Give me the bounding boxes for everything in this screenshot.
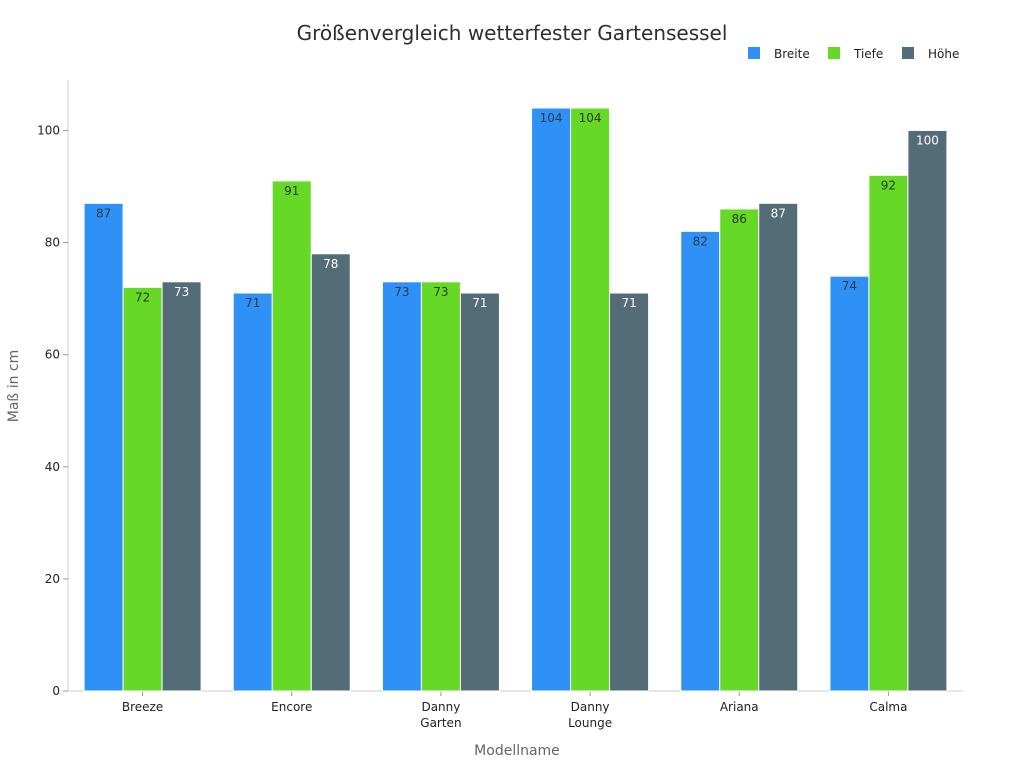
bar-höhe: [609, 292, 650, 692]
bar-tiefe: [570, 107, 611, 692]
bar-breite: [531, 107, 572, 692]
y-tick-label: 60: [45, 348, 60, 362]
y-tick-label: 80: [45, 236, 60, 250]
bars: 87 71 73 104 82 74 72 91 73 104 86 92 73 78 71 71 87 100: [83, 107, 948, 692]
data-label: 86: [732, 212, 747, 226]
x-tick-label: Ariana: [720, 700, 759, 714]
data-label: 73: [174, 285, 189, 299]
data-label: 78: [323, 257, 338, 271]
bar-tiefe: [868, 174, 909, 692]
data-label: 91: [284, 184, 299, 198]
bar-breite: [83, 202, 124, 692]
legend-label: Tiefe: [853, 47, 883, 61]
bar-tiefe: [719, 208, 760, 692]
bar-tiefe: [122, 286, 163, 692]
y-tick-label: 100: [37, 123, 60, 137]
data-label: 87: [96, 206, 111, 220]
bar-höhe: [459, 292, 500, 692]
bar-breite: [381, 281, 422, 692]
x-tick-label: Danny Garten: [420, 700, 461, 730]
bar-höhe: [758, 202, 799, 692]
x-tick-label: Breeze: [122, 700, 163, 714]
data-label: 74: [842, 279, 857, 293]
x-tick-label: Encore: [271, 700, 312, 714]
bar-breite: [829, 275, 870, 692]
bar-tiefe: [271, 180, 312, 692]
legend-swatch: [748, 47, 760, 59]
y-tick-label: 20: [45, 572, 60, 586]
legend-label: Breite: [774, 47, 810, 61]
legend: Breite Tiefe Höhe: [748, 47, 959, 61]
x-tick-label: Calma: [869, 700, 907, 714]
axes: 0 20 40 60 80 100 Breeze Encore Danny Garten Danny…: [37, 80, 963, 730]
bar-höhe: [310, 253, 351, 692]
data-label: 92: [881, 178, 896, 192]
data-label: 104: [540, 111, 563, 125]
bar-höhe: [907, 129, 948, 692]
legend-label: Höhe: [928, 47, 959, 61]
x-axis-title: Modellname: [474, 743, 560, 759]
data-label: 71: [472, 296, 487, 310]
data-label: 87: [771, 206, 786, 220]
x-tick-label: Danny Lounge: [568, 700, 612, 730]
legend-swatch: [828, 47, 840, 59]
data-label: 71: [245, 296, 260, 310]
data-label: 104: [579, 111, 602, 125]
bar-breite: [232, 292, 273, 692]
bar-breite: [680, 230, 721, 692]
data-label: 73: [433, 285, 448, 299]
data-label: 73: [394, 285, 409, 299]
y-tick-label: 0: [52, 684, 60, 698]
data-label: 71: [621, 296, 636, 310]
y-tick-label: 40: [45, 460, 60, 474]
chart-title: Größenvergleich wetterfester Gartensesse…: [297, 21, 728, 45]
data-label: 100: [916, 133, 939, 147]
y-axis-title: Maß in cm: [6, 350, 22, 422]
bar-höhe: [161, 281, 202, 692]
data-label: 72: [135, 290, 150, 304]
legend-swatch: [902, 47, 914, 59]
data-label: 82: [693, 234, 708, 248]
bar-tiefe: [420, 281, 461, 692]
